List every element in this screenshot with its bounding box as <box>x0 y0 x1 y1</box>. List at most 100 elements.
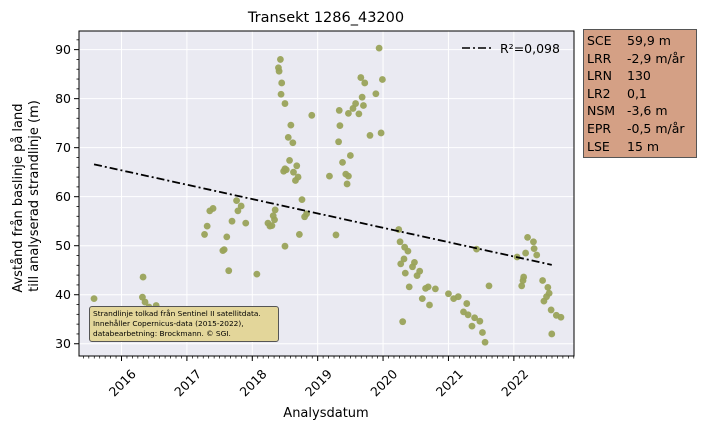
stats-key: EPR <box>587 120 612 136</box>
data-point <box>401 269 409 277</box>
data-point <box>277 56 284 63</box>
stats-value: -2,9 m/år <box>627 50 685 66</box>
data-point <box>225 267 233 275</box>
data-point <box>233 197 240 205</box>
data-point <box>557 313 565 321</box>
data-point <box>355 110 363 118</box>
x-tick-label: 2016 <box>106 366 139 399</box>
x-tick-label: 2018 <box>237 366 270 399</box>
grid-lines <box>79 31 574 356</box>
data-point <box>343 180 351 188</box>
trend-line <box>93 163 552 266</box>
x-tick-label: 2022 <box>498 366 531 399</box>
data-point <box>372 90 380 98</box>
data-point <box>396 238 404 246</box>
y-axis-label-line-1: Avstånd från baslinje på land <box>11 103 26 292</box>
stats-value: 59,9 m <box>627 33 671 48</box>
data-point <box>335 107 343 114</box>
x-tick-label: 2019 <box>302 366 335 399</box>
source-note: Strandlinje tolkad från Sentinel II sate… <box>89 306 279 342</box>
data-point <box>454 293 462 301</box>
data-point <box>293 162 301 170</box>
data-point <box>522 249 530 257</box>
data-point <box>418 295 426 303</box>
data-point <box>139 273 147 281</box>
data-point <box>345 172 352 180</box>
data-point <box>277 90 285 98</box>
data-point <box>242 219 250 227</box>
stats-row-lrr: LRR -2,9 m/år <box>587 50 696 68</box>
data-point <box>395 226 403 233</box>
plot-area <box>79 31 574 356</box>
data-point <box>308 111 316 119</box>
data-point <box>404 247 412 255</box>
data-point <box>332 231 340 239</box>
y-tick-label: 50 <box>55 238 71 253</box>
data-point <box>375 44 383 52</box>
stats-value: 15 m <box>627 138 660 154</box>
source-note-line-3: databearbetning: Brockmann. © SGI. <box>93 329 231 339</box>
data-point <box>366 132 374 139</box>
data-point <box>282 166 290 174</box>
data-point <box>424 283 432 291</box>
y-tick-label: 90 <box>55 42 71 57</box>
data-point <box>524 233 531 241</box>
data-point <box>278 79 286 87</box>
stats-row-lr2: LR2 0,1 <box>587 85 696 103</box>
stats-key: LRR <box>587 50 612 66</box>
x-tick-label: 2020 <box>367 366 400 399</box>
legend: R²=0,098 <box>462 41 560 56</box>
data-point <box>228 217 236 225</box>
stats-value: -0,5 m/år <box>627 120 685 136</box>
data-point <box>281 100 289 107</box>
data-point <box>411 258 418 266</box>
chart-title: Transekt 1286_43200 <box>247 10 404 26</box>
data-point <box>271 216 278 224</box>
data-point <box>275 67 283 75</box>
x-tick-label: 2021 <box>433 366 466 399</box>
y-axis-label: Avstånd från baslinje på land till analy… <box>11 99 42 292</box>
stats-key: LR2 <box>587 85 611 101</box>
data-point <box>464 311 472 319</box>
data-point <box>345 109 352 117</box>
data-point <box>209 205 217 212</box>
data-point <box>271 206 279 214</box>
data-point <box>416 267 424 275</box>
x-axis-label: Analysdatum <box>283 406 368 421</box>
data-point <box>298 196 306 204</box>
stats-row-lrn: LRN 130 <box>587 67 696 85</box>
data-point <box>141 298 149 306</box>
source-note-line-2: Innehåller Copernicus-data (2015-2022), <box>93 319 244 329</box>
data-point <box>431 285 439 293</box>
data-point <box>471 314 479 322</box>
data-point <box>530 245 538 253</box>
stats-key: LSE <box>587 138 610 154</box>
data-point <box>518 282 526 290</box>
data-point <box>476 317 484 325</box>
trend-line-group <box>93 163 552 266</box>
data-point <box>360 102 367 109</box>
data-point <box>268 222 276 230</box>
data-point <box>545 289 553 297</box>
x-tick-label: 2017 <box>171 366 204 399</box>
data-point <box>479 329 486 336</box>
stats-row-nsm: NSM -3,6 m <box>587 102 696 120</box>
stats-row-epr: EPR -0,5 m/år <box>587 120 696 138</box>
data-points <box>90 44 565 346</box>
data-point <box>463 300 471 307</box>
data-point <box>335 138 342 146</box>
data-point <box>289 139 297 147</box>
data-point <box>90 295 98 303</box>
data-point <box>520 273 528 281</box>
statistics-box: SCE 59,9 m LRR -2,9 m/år LRN 130 LR2 0,1 NSM -3,6… <box>583 29 697 158</box>
data-point <box>405 283 413 291</box>
source-note-line-1: Strandlinje tolkad från Sentinel II sate… <box>93 309 261 318</box>
data-point <box>281 242 289 250</box>
data-point <box>361 79 369 87</box>
data-point <box>358 93 366 101</box>
stats-row-sce: SCE 59,9 m <box>587 32 696 50</box>
data-point <box>485 282 493 290</box>
data-point <box>284 133 292 141</box>
data-point <box>223 233 231 241</box>
